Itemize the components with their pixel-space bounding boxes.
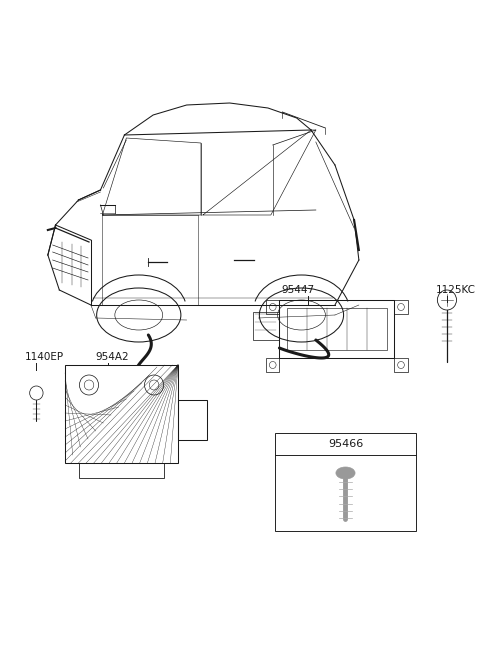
Ellipse shape [336, 467, 355, 479]
Bar [266, 358, 279, 372]
Bar [252, 312, 279, 340]
Bar [266, 300, 279, 314]
Text: 95466: 95466 [328, 439, 363, 449]
Bar [394, 300, 408, 314]
Text: 1140EP: 1140EP [25, 352, 64, 362]
Bar [275, 433, 416, 531]
Text: 954A2: 954A2 [96, 352, 129, 362]
Bar [279, 300, 394, 358]
Bar [394, 358, 408, 372]
Text: 95447: 95447 [281, 285, 314, 295]
Bar [287, 308, 387, 350]
Text: 1125KC: 1125KC [435, 285, 476, 295]
Bar [65, 365, 178, 463]
